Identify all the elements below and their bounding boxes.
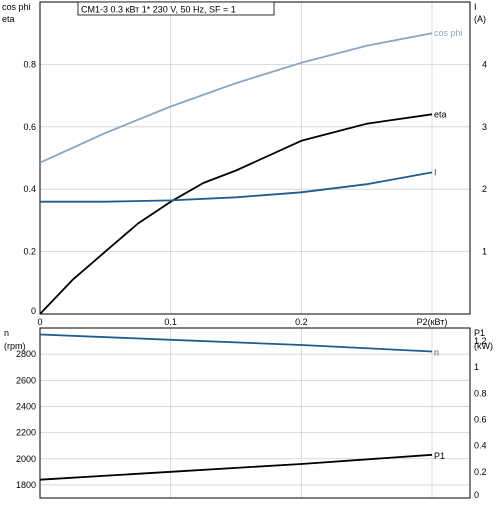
y-right-tick-label: 1.2 [474,336,487,346]
y-right-label-kw: (kW) [474,341,493,351]
y-left-tick-label: 2600 [16,375,36,385]
x-tick-label: 0 [37,317,42,327]
series-line-cos-phi [39,32,433,164]
y-left-label-eta: eta [2,14,15,24]
y-left-tick-label: 0.4 [23,184,36,194]
y-right-tick-label: 0.2 [474,467,487,477]
series-line-eta [39,113,433,315]
y-right-tick-label: 0.4 [474,441,487,451]
y-left-tick-label: 0.2 [23,247,36,257]
panel-frame-bottom [39,327,471,499]
y-right-tick-label: 1 [482,247,487,257]
y-right-tick-label: 0.6 [474,415,487,425]
x-axis-label: P2(кВт) [417,317,448,327]
y-left-label-rpm: (rpm) [4,341,26,351]
y-right-label-unit: (A) [474,14,486,24]
chart-title: CM1-3 0.3 кВт 1* 230 V, 50 Hz, SF = 1 [81,5,236,15]
y-left-tick-label: 2400 [16,401,36,411]
x-tick-label: 0.1 [164,317,177,327]
series-label-eta: eta [434,109,447,119]
y-left-tick-label: 1800 [16,480,36,490]
y-right-tick-label: 0.8 [474,388,487,398]
x-tick-label: 0.2 [295,317,308,327]
y-left-tick-label: 2200 [16,428,36,438]
y-right-label-i: I [474,2,477,12]
y-left-tick-label: 0.8 [23,59,36,69]
y-left-tick-label: 0.6 [23,122,36,132]
y-right-tick-label: 3 [482,122,487,132]
y-left-tick-label: 2800 [16,349,36,359]
y-right-tick-label: 0 [474,490,479,500]
y-left-tick-label: 0 [31,306,36,316]
series-label-I: I [434,167,437,177]
y-right-label-p1: P1 [474,328,485,338]
series-label-P1: P1 [434,451,445,461]
series-line-I [40,171,433,203]
y-left-tick-label: 2000 [16,454,36,464]
series-label-cos-phi: cos phi [434,28,463,38]
y-left-label-cosphi: cos phi [2,2,31,12]
y-left-label-n: n [4,328,9,338]
series-label-n: n [434,348,439,358]
title-box [77,1,275,16]
series-line-P1 [39,453,433,481]
y-right-tick-label: 4 [482,59,487,69]
y-right-tick-label: 2 [482,184,487,194]
series-line-n [39,333,433,353]
panel-frame-top [39,1,471,315]
y-right-tick-label: 1 [474,362,479,372]
